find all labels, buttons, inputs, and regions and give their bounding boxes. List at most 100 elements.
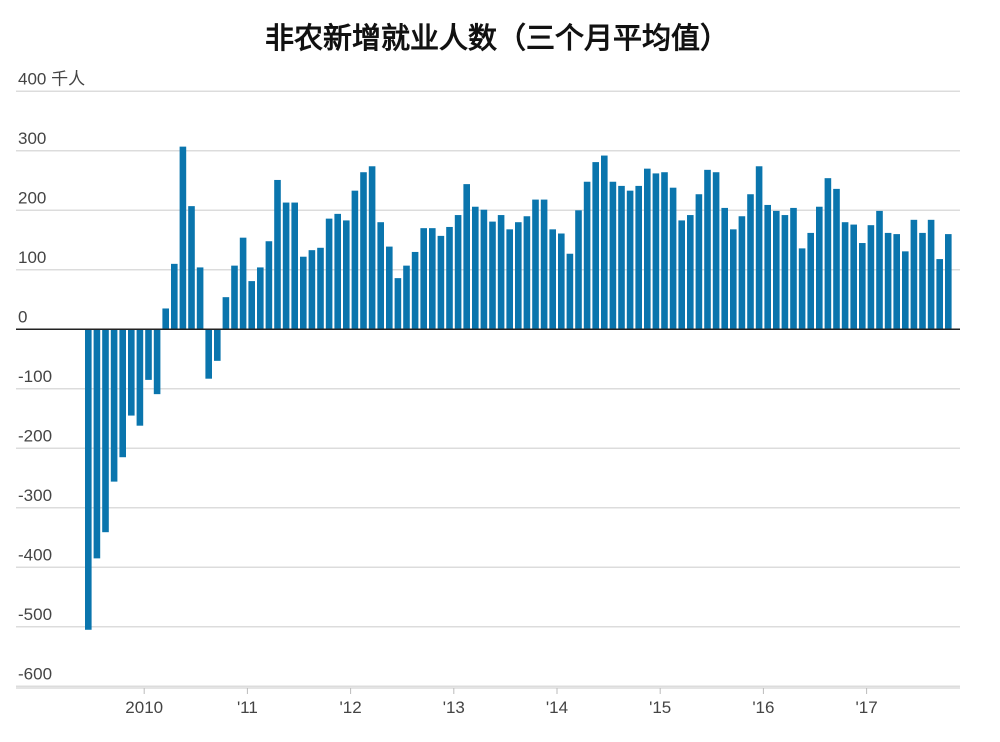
bar — [626, 190, 634, 330]
bar — [919, 232, 926, 330]
bar — [540, 199, 548, 330]
bar — [575, 210, 582, 330]
bar — [437, 235, 445, 330]
bar — [523, 216, 531, 330]
bar — [360, 172, 367, 330]
bar — [704, 169, 711, 330]
bar — [661, 172, 668, 330]
x-tick-label: '11 — [237, 698, 258, 717]
bar — [833, 188, 840, 330]
bar — [274, 179, 281, 330]
bar — [558, 233, 565, 330]
bar — [669, 187, 677, 330]
y-tick-label: -400 — [18, 545, 52, 564]
bar — [282, 202, 290, 330]
y-tick-label: 0 — [18, 307, 27, 326]
bar — [411, 251, 419, 330]
bar — [549, 229, 556, 330]
bar — [532, 199, 539, 330]
bar — [652, 173, 660, 330]
bar — [136, 329, 144, 426]
bar — [188, 206, 195, 330]
bar — [420, 228, 427, 330]
bar — [110, 329, 118, 482]
bar — [480, 209, 488, 330]
bar — [291, 202, 298, 330]
bar — [824, 178, 832, 330]
bar — [764, 204, 771, 330]
bar — [162, 308, 169, 330]
bar — [592, 162, 599, 330]
bar — [850, 224, 857, 330]
bar — [153, 329, 161, 395]
bar — [377, 222, 384, 330]
y-tick-label: 400 千人 — [18, 69, 85, 88]
bar — [678, 220, 685, 330]
bar — [171, 263, 178, 330]
bar — [93, 329, 101, 559]
bar — [463, 184, 470, 330]
x-tick-label: '15 — [649, 698, 671, 717]
bar — [790, 207, 797, 330]
bar — [884, 232, 892, 330]
bar — [687, 215, 694, 330]
bar — [936, 259, 943, 330]
bar — [902, 251, 909, 330]
bar — [859, 243, 866, 330]
bar — [231, 265, 238, 330]
bar — [403, 265, 410, 330]
y-tick-label: -100 — [18, 367, 52, 386]
bar — [308, 250, 316, 330]
bar — [489, 221, 496, 330]
bar — [145, 329, 152, 380]
bar — [945, 234, 952, 330]
bar — [566, 253, 574, 330]
bar — [798, 248, 806, 330]
bar — [497, 215, 505, 330]
x-tick-label: '13 — [443, 698, 465, 717]
bar — [102, 329, 109, 533]
bar — [368, 166, 376, 330]
x-tick-label: '16 — [752, 698, 774, 717]
bar — [910, 219, 918, 330]
bar — [351, 190, 359, 330]
bar — [738, 216, 746, 330]
bar — [609, 181, 617, 330]
bar — [429, 228, 436, 330]
bar — [222, 297, 230, 330]
y-tick-label: -600 — [18, 664, 52, 683]
bar — [454, 215, 462, 330]
x-tick-label: '12 — [340, 698, 362, 717]
bar — [239, 237, 247, 330]
bar — [867, 225, 875, 330]
y-tick-label: 100 — [18, 248, 46, 267]
bar — [85, 329, 92, 630]
bar — [781, 215, 789, 330]
bar — [635, 185, 642, 330]
bar — [196, 267, 204, 330]
bar — [515, 222, 522, 330]
y-tick-label: 300 — [18, 129, 46, 148]
bar — [583, 181, 591, 330]
bar — [248, 281, 255, 330]
x-tick-label: '14 — [546, 698, 568, 717]
bar — [601, 155, 608, 330]
bar — [334, 213, 341, 330]
bar — [618, 185, 625, 330]
bar — [386, 246, 393, 330]
bar — [325, 218, 333, 330]
bar — [773, 210, 780, 330]
bar — [119, 329, 126, 458]
y-tick-label: -200 — [18, 426, 52, 445]
bar — [128, 329, 135, 416]
y-tick-label: -300 — [18, 486, 52, 505]
x-tick-label: '17 — [856, 698, 878, 717]
bar — [257, 267, 264, 330]
bar — [927, 219, 935, 330]
bar — [214, 329, 221, 361]
chart-title: 非农新增就业人数（三个月平均值） — [265, 21, 729, 55]
bar — [876, 210, 883, 330]
bar — [893, 234, 900, 330]
bar — [695, 194, 703, 330]
